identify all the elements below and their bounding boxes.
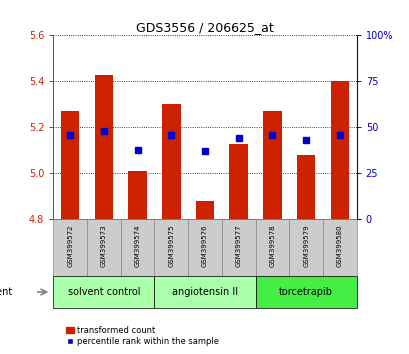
Text: GSM399577: GSM399577 (235, 224, 241, 267)
Bar (322, 219, 356, 276)
Text: GSM399575: GSM399575 (168, 224, 174, 267)
Bar (154, 219, 188, 276)
Bar (289, 219, 322, 276)
Title: GDS3556 / 206625_at: GDS3556 / 206625_at (136, 21, 273, 34)
Text: GSM399574: GSM399574 (134, 224, 140, 267)
Text: GSM399573: GSM399573 (101, 224, 107, 267)
Text: torcetrapib: torcetrapib (279, 287, 333, 297)
Bar (330, 81, 348, 219)
Text: solvent control: solvent control (67, 287, 140, 297)
Text: agent: agent (0, 287, 12, 297)
Bar (94, 75, 113, 219)
Bar (255, 219, 289, 276)
Bar (221, 219, 255, 276)
Bar (154, 276, 255, 308)
Bar (61, 112, 79, 219)
Bar (53, 276, 154, 308)
Bar (263, 112, 281, 219)
Bar (120, 219, 154, 276)
Bar (195, 201, 214, 219)
Bar (53, 219, 87, 276)
Bar (229, 143, 247, 219)
Legend: transformed count, percentile rank within the sample: transformed count, percentile rank withi… (65, 326, 219, 346)
Text: angiotensin II: angiotensin II (171, 287, 238, 297)
Text: GSM399578: GSM399578 (269, 224, 275, 267)
Bar (87, 219, 120, 276)
Bar (188, 219, 221, 276)
Bar (128, 171, 146, 219)
Bar (162, 104, 180, 219)
Bar (296, 155, 315, 219)
Text: GSM399572: GSM399572 (67, 224, 73, 267)
Bar (255, 276, 356, 308)
Text: GSM399579: GSM399579 (302, 224, 308, 267)
Text: GSM399580: GSM399580 (336, 224, 342, 267)
Text: GSM399576: GSM399576 (202, 224, 207, 267)
